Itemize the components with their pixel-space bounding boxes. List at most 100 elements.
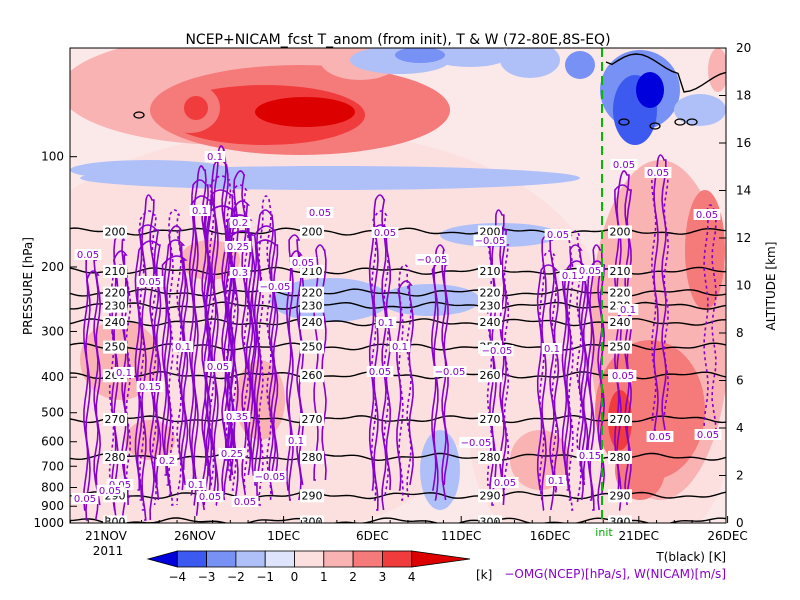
- omega-contour-line: [536, 264, 560, 491]
- x-tick-label: 21NOV: [85, 529, 127, 543]
- colorbar-arrow-right: [411, 550, 471, 568]
- omega-contour-line: [255, 209, 275, 496]
- x-tick-label: 21DEC: [619, 529, 659, 543]
- anomaly-blob: [184, 96, 208, 120]
- temperature-contour-label: 250: [302, 341, 323, 354]
- y-right-tick-label: 4: [736, 421, 744, 435]
- omega-label-box: [113, 367, 135, 378]
- omega-contour-line: [396, 280, 414, 491]
- omega-label-box: [544, 229, 572, 240]
- y-right-tick-label: 12: [736, 231, 751, 245]
- omega-contour-label: 0.05: [77, 250, 99, 261]
- temperature-label-box: [478, 515, 502, 523]
- temperature-contour-label: 240: [610, 316, 631, 329]
- temperature-contour-loop: [649, 122, 661, 130]
- anomaly-blob: [708, 48, 726, 92]
- temperature-contour-label: 270: [105, 413, 126, 426]
- anomaly-blob: [255, 97, 355, 127]
- temperature-label-box: [300, 299, 324, 313]
- legend-temperature: T(black) [K]: [655, 550, 726, 564]
- y-left-tick-label: 500: [41, 406, 64, 420]
- temperature-contour-loop: [674, 118, 686, 126]
- temperature-contour-label: 270: [480, 413, 501, 426]
- colorbar-swatch: [176, 550, 208, 568]
- colorbar-swatch: [323, 550, 354, 568]
- omega-label-box: [491, 477, 519, 488]
- omega-label-box: [610, 159, 638, 170]
- omega-label-box: [253, 471, 287, 482]
- y-right-tick-label: 8: [736, 326, 744, 340]
- omega-contour-line: [313, 244, 327, 481]
- omega-contour-line: [251, 239, 279, 476]
- colorbar-unit: [k]: [476, 568, 492, 582]
- temperature-contour-label: 270: [610, 413, 631, 426]
- anomaly-blob: [636, 72, 664, 108]
- omega-contour-label: 0.05: [99, 486, 121, 497]
- temperature-contour-label: 280: [610, 451, 631, 464]
- omega-contour-label: 0.25: [227, 242, 249, 253]
- omega-contour-line: [228, 200, 252, 481]
- temperature-label-box: [103, 299, 127, 313]
- colorbar-tick-label: 2: [349, 570, 357, 584]
- temperature-contour-label: 290: [302, 489, 323, 502]
- omega-label-box: [196, 491, 224, 502]
- omega-contour-label: 0.05: [309, 208, 331, 219]
- omega-contour-label: 0.05: [139, 277, 161, 288]
- omega-contour-label: 0.05: [74, 494, 96, 505]
- temperature-contour-label: 230: [480, 300, 501, 313]
- temperature-label-box: [300, 286, 324, 300]
- omega-contour-label: 0.05: [207, 362, 229, 373]
- y-left-tick-label: 700: [41, 459, 64, 473]
- omega-label-box: [694, 429, 722, 440]
- temperature-label-box: [478, 412, 502, 426]
- omega-contour-line: [433, 244, 447, 501]
- temperature-contour-label: 300: [302, 515, 323, 528]
- y-right-tick-label: 6: [736, 374, 744, 388]
- pressure-axis: 100 200 300 400 500 600 700 800 900 1000: [33, 150, 77, 530]
- omega-label-box: [96, 485, 124, 496]
- y-right-axis-label: ALTITUDE [km]: [764, 242, 778, 331]
- temperature-label-box: [103, 515, 127, 523]
- temperature-label-box: [300, 264, 324, 278]
- temperature-label-box: [300, 412, 324, 426]
- temperature-contour-label: 300: [480, 515, 501, 528]
- omega-contour-label: 0.05: [697, 430, 719, 441]
- colorbar-tick-label: 0: [291, 570, 299, 584]
- colorbar-tick-label: −2: [227, 570, 245, 584]
- temperature-label-box: [478, 286, 502, 300]
- omega-contour-label: 0.05: [234, 497, 256, 508]
- colorbar-swatch: [235, 550, 266, 568]
- omega-contour-label: 0.05: [199, 492, 221, 503]
- y-right-tick-label: 16: [736, 136, 751, 150]
- omega-label-box: [106, 479, 134, 490]
- temperature-contour-label: 210: [480, 265, 501, 278]
- temperature-contour-label: 290: [480, 489, 501, 502]
- omega-contour-labels: 0.050.10.150.20.10.10.10.20.250.30.350.0…: [71, 151, 722, 508]
- omega-label-box: [74, 249, 102, 260]
- omega-contour-line: [563, 260, 587, 491]
- y-left-tick-label: 400: [41, 370, 64, 384]
- anomaly-blob: [430, 48, 510, 67]
- colorbar-tick-label: 1: [320, 570, 328, 584]
- colorbar-tick-label: −4: [168, 570, 186, 584]
- omega-contour-line: [586, 260, 606, 501]
- temperature-label-box: [300, 450, 324, 464]
- omega-label-box: [366, 366, 394, 377]
- omega-contour-line: [224, 230, 256, 461]
- temperature-label-box: [103, 340, 127, 354]
- omega-contour-label: −0.05: [475, 236, 506, 247]
- omega-contour-label: 0.2: [159, 456, 175, 467]
- temperature-contour-label: 200: [610, 225, 631, 238]
- omega-contour-label: −0.05: [461, 438, 492, 449]
- temperature-label-box: [478, 299, 502, 313]
- temperature-label-box: [478, 316, 502, 330]
- temperature-label-box: [478, 264, 502, 278]
- omega-label-box: [617, 304, 639, 315]
- temperature-contour-label: 280: [105, 451, 126, 464]
- colorbar-swatch: [264, 550, 295, 568]
- colorbar-swatch: [206, 550, 237, 568]
- colorbar-tick-label: −3: [198, 570, 216, 584]
- y-left-tick-label: 800: [41, 481, 64, 495]
- omega-label-box: [609, 370, 637, 381]
